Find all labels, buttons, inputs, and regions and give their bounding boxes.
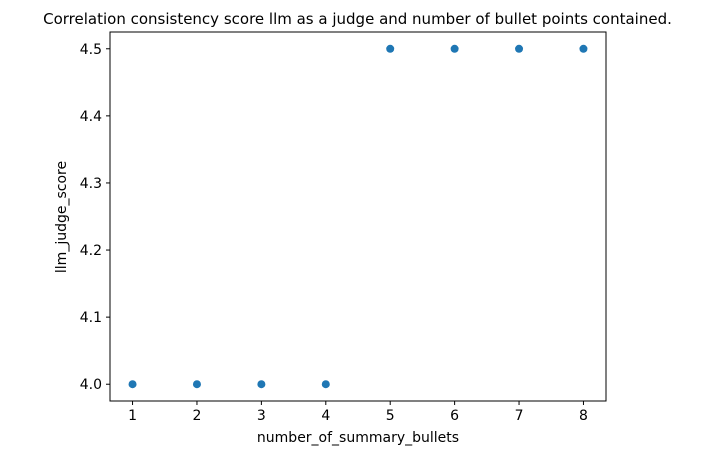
x-axis-label: number_of_summary_bullets — [256, 430, 460, 446]
x-tick-label: 8 — [579, 408, 588, 424]
chart-title: Correlation consistency score llm as a j… — [43, 10, 672, 28]
y-tick-label: 4.5 — [80, 42, 102, 58]
data-point — [257, 380, 266, 389]
data-point — [128, 380, 137, 389]
y-tick-label: 4.0 — [80, 377, 102, 393]
x-tick-label: 7 — [515, 408, 524, 424]
x-tick-label: 6 — [450, 408, 459, 424]
x-tick-label: 3 — [257, 408, 266, 424]
y-tick-label: 4.2 — [80, 243, 102, 259]
y-tick-label: 4.3 — [80, 176, 102, 192]
plot-border — [109, 31, 607, 402]
data-point — [386, 44, 395, 53]
x-tick-label: 2 — [193, 408, 202, 424]
data-point — [579, 44, 588, 53]
x-tick-label: 4 — [321, 408, 330, 424]
data-point — [192, 380, 201, 389]
data-point — [321, 380, 330, 389]
y-tick-label: 4.1 — [80, 310, 102, 326]
x-tick-label: 5 — [386, 408, 395, 424]
data-point — [450, 44, 459, 53]
y-tick-label: 4.4 — [80, 109, 102, 125]
data-point — [515, 44, 524, 53]
x-tick-label: 1 — [128, 408, 137, 424]
